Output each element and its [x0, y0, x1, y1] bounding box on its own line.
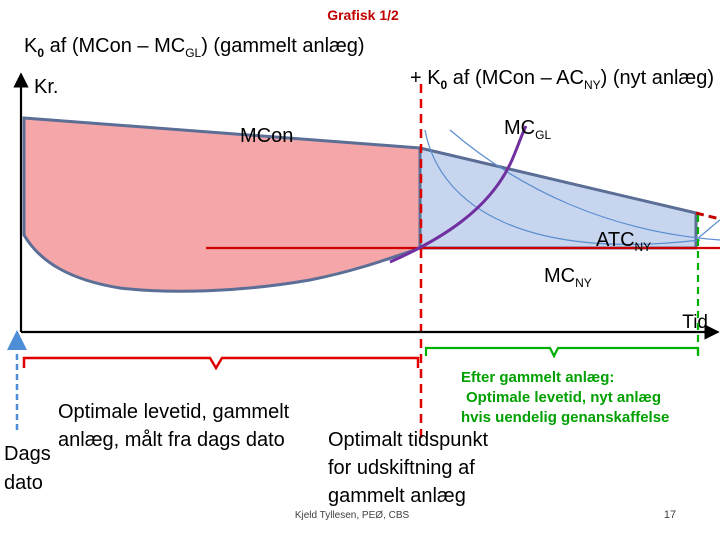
mc-gl-label: MCGL	[504, 117, 551, 142]
replacement-text-line2: for udskiftning af	[328, 457, 475, 479]
atc-ny-label: ATCNY	[596, 229, 651, 254]
todays-date-text-line2: dato	[4, 472, 43, 494]
mc-ny-curve	[424, 129, 701, 245]
header-line-1: K0 af (MCon – MCGL) (gammelt anlæg)	[24, 35, 365, 60]
optimal-life-old-bracket	[22, 356, 420, 371]
after-old-text-line2: Optimale levetid, nyt anlæg	[466, 389, 661, 406]
new-plant-area	[418, 146, 698, 250]
mcon-label: MCon	[240, 125, 293, 147]
atc-ny-curve-tail	[697, 219, 720, 239]
replacement-text-line3: gammelt anlæg	[328, 485, 466, 507]
page-number: 17	[664, 509, 676, 521]
replacement-text-line1: Optimalt tidspunkt	[328, 429, 489, 451]
mc-gl-curve	[389, 125, 528, 264]
mcon-dashed-extension	[695, 211, 720, 221]
todays-date-text-line1: Dags	[4, 443, 51, 465]
optimal-old-text-line2: anlæg, målt fra dags dato	[58, 429, 285, 451]
after-old-text-line1: Efter gammelt anlæg:	[461, 369, 614, 386]
header-line-2: + K0 af (MCon – ACNY) (nyt anlæg)	[410, 67, 714, 92]
old-plant-area	[22, 116, 422, 293]
atc-ny-curve	[449, 129, 720, 241]
y-axis-label: Kr.	[34, 76, 58, 98]
footer-author: Kjeld Tyllesen, PEØ, CBS	[295, 510, 410, 521]
x-axis-label: Tid	[682, 312, 708, 333]
optimal-old-text-line1: Optimale levetid, gammelt	[58, 401, 290, 423]
slide-title: Grafisk 1/2	[327, 7, 399, 23]
after-old-text-line3: hvis uendelig genanskaffelse	[461, 409, 669, 426]
optimal-life-new-bracket	[424, 346, 700, 359]
mc-ny-label: MCNY	[544, 265, 592, 290]
